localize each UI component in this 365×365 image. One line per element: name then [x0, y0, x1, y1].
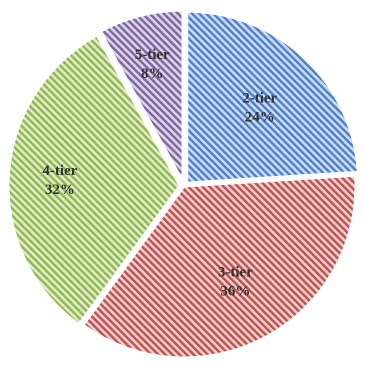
slices-layer — [6, 8, 360, 360]
slice-label-2-tier: 2-tier — [242, 90, 277, 106]
slice-value-label-3-tier: 36% — [220, 283, 250, 299]
slice-value-label-5-tier: 8% — [141, 66, 164, 82]
slice-label-4-tier: 4-tier — [42, 163, 77, 179]
labels-layer: 2-tier 24% 3-tier 36% 4-tier 32% 5-tier 8% — [42, 47, 277, 299]
slice-value-label-2-tier: 24% — [245, 109, 275, 125]
pie-slice-3-tier — [80, 173, 358, 360]
pie-slice-2-tier — [185, 9, 360, 185]
slice-label-5-tier: 5-tier — [135, 47, 170, 63]
slice-value-label-4-tier: 32% — [45, 182, 75, 198]
slice-label-3-tier: 3-tier — [218, 264, 253, 280]
pie-slice-5-tier — [98, 8, 185, 183]
pie-slice-4-tier — [6, 32, 182, 327]
